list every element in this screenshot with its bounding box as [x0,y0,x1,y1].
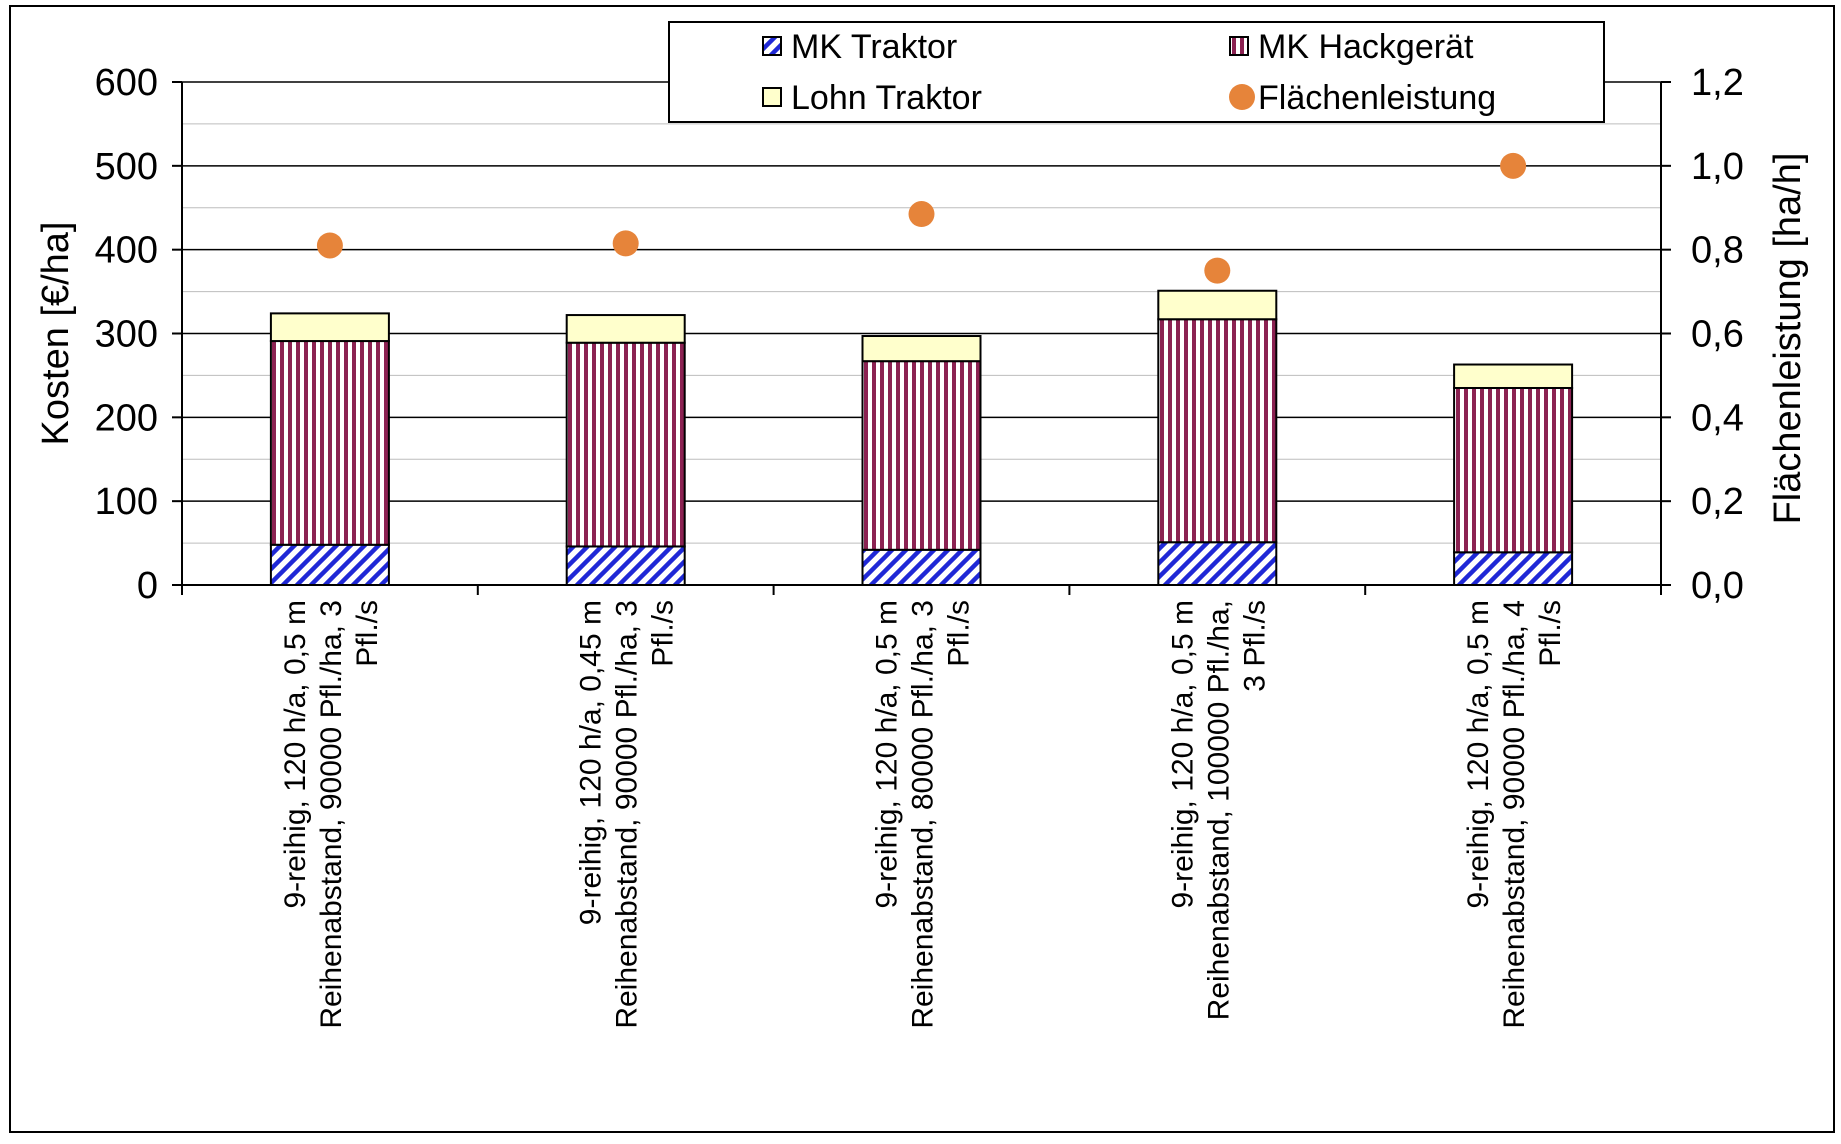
legend-label: MK Traktor [791,28,957,66]
legend-box [668,21,1605,123]
category-label: 9-reihig, 120 h/a, 0,45 m Reihenabstand, … [575,600,680,1029]
y2-tick-label: 0,4 [1691,397,1744,439]
category-label-line: Reihenabstand, 100000 Pfl./ha, [1202,600,1235,1020]
bar-segment-mk-traktor [1453,551,1574,586]
y-tick-label: 600 [95,62,158,104]
flaechenleistung-point [1204,257,1231,284]
bar-segment-mk-hackger-t [1453,386,1574,554]
y-tick-label: 200 [95,397,158,439]
bars [269,289,1574,587]
y-tick-label: 300 [95,314,158,356]
bar-segment-lohn-traktor [1157,289,1278,321]
category-label-line: 3 Pfl./s [1238,600,1271,692]
y2-axis-title: Flächenleistung [ha/h] [1767,153,1809,525]
category-label-line: Pfl./s [1534,600,1567,667]
bar-segment-mk-traktor [1157,541,1278,586]
y2-tick-label: 0,2 [1691,481,1744,523]
category-label-line: Reihenabstand, 90000 Pfl./ha, 3 [611,600,644,1029]
legend-label: Lohn Traktor [791,79,982,117]
bar-segment-mk-hackger-t [861,360,982,551]
y2-tick-label: 0,8 [1691,230,1744,272]
bar-segment-mk-hackger-t [565,341,686,548]
y-tick-label: 500 [95,146,158,188]
legend: MK Traktor MK Hackgerät Lohn Traktor Fläche… [668,21,1605,123]
category-label: 9-reihig, 120 h/a, 0,5 m Reihenabstand, 9… [279,600,384,1029]
y-axis-title: Kosten [€/ha] [35,222,77,446]
category-label-line: Pfl./s [351,600,384,667]
bar-segment-mk-hackger-t [269,340,390,546]
category-label-line: 9-reihig, 120 h/a, 0,5 m [1166,600,1199,909]
category-label-line: 9-reihig, 120 h/a, 0,45 m [575,600,608,925]
outer-frame [9,5,1835,1133]
bar-segment-mk-traktor [861,548,982,586]
category-label-line: Pfl./s [943,600,976,667]
y-tick-label: 0 [137,565,158,607]
category-label-line: Pfl./s [647,600,680,667]
flaechenleistung-point [612,230,639,257]
y2-tick-label: 0,6 [1691,314,1744,356]
bar-segment-lohn-traktor [269,312,390,343]
legend-swatch [762,36,782,56]
y2-tick-label: 1,0 [1691,146,1744,188]
bar-segment-mk-hackger-t [1157,318,1278,544]
legend-swatch [1229,36,1249,56]
legend-label: MK Hackgerät [1258,28,1474,66]
category-label: 9-reihig, 120 h/a, 0,5 m Reihenabstand, 8… [871,600,976,1029]
category-label-line: Reihenabstand, 90000 Pfl./ha, 4 [1498,600,1531,1029]
bar-segment-mk-traktor [565,545,686,586]
category-label: 9-reihig, 120 h/a, 0,5 m Reihenabstand, 9… [1462,600,1567,1029]
category-labels: 9-reihig, 120 h/a, 0,5 m Reihenabstand, 9… [279,600,1567,1029]
data-points [316,152,1527,284]
bar-segment-mk-traktor [269,543,390,587]
y2-tick-label: 1,2 [1691,62,1744,104]
y-tick-label: 100 [95,481,158,523]
category-label-line: 9-reihig, 120 h/a, 0,5 m [279,600,312,909]
legend-swatch [762,87,782,107]
category-label-line: Reihenabstand, 90000 Pfl./ha, 3 [315,600,348,1029]
legend-label: Flächenleistung [1258,79,1496,117]
flaechenleistung-point [1500,152,1527,179]
category-label: 9-reihig, 120 h/a, 0,5 m Reihenabstand, 1… [1166,600,1271,1020]
bar-segment-lohn-traktor [1453,363,1574,389]
y2-tick-label: 0,0 [1691,565,1744,607]
category-label-line: 9-reihig, 120 h/a, 0,5 m [871,600,904,909]
category-label-line: 9-reihig, 120 h/a, 0,5 m [1462,600,1495,909]
axes: 0 100 200 300 400 500 600 0,0 0,2 0,4 0,6 0,8 1,0 1,2… [35,62,1809,607]
category-label-line: Reihenabstand, 80000 Pfl./ha, 3 [907,600,940,1029]
legend-swatch [1229,84,1255,110]
flaechenleistung-point [316,232,343,259]
bar-segment-lohn-traktor [565,314,686,344]
y-tick-label: 400 [95,230,158,272]
flaechenleistung-point [908,201,935,228]
bar-segment-lohn-traktor [861,335,982,363]
